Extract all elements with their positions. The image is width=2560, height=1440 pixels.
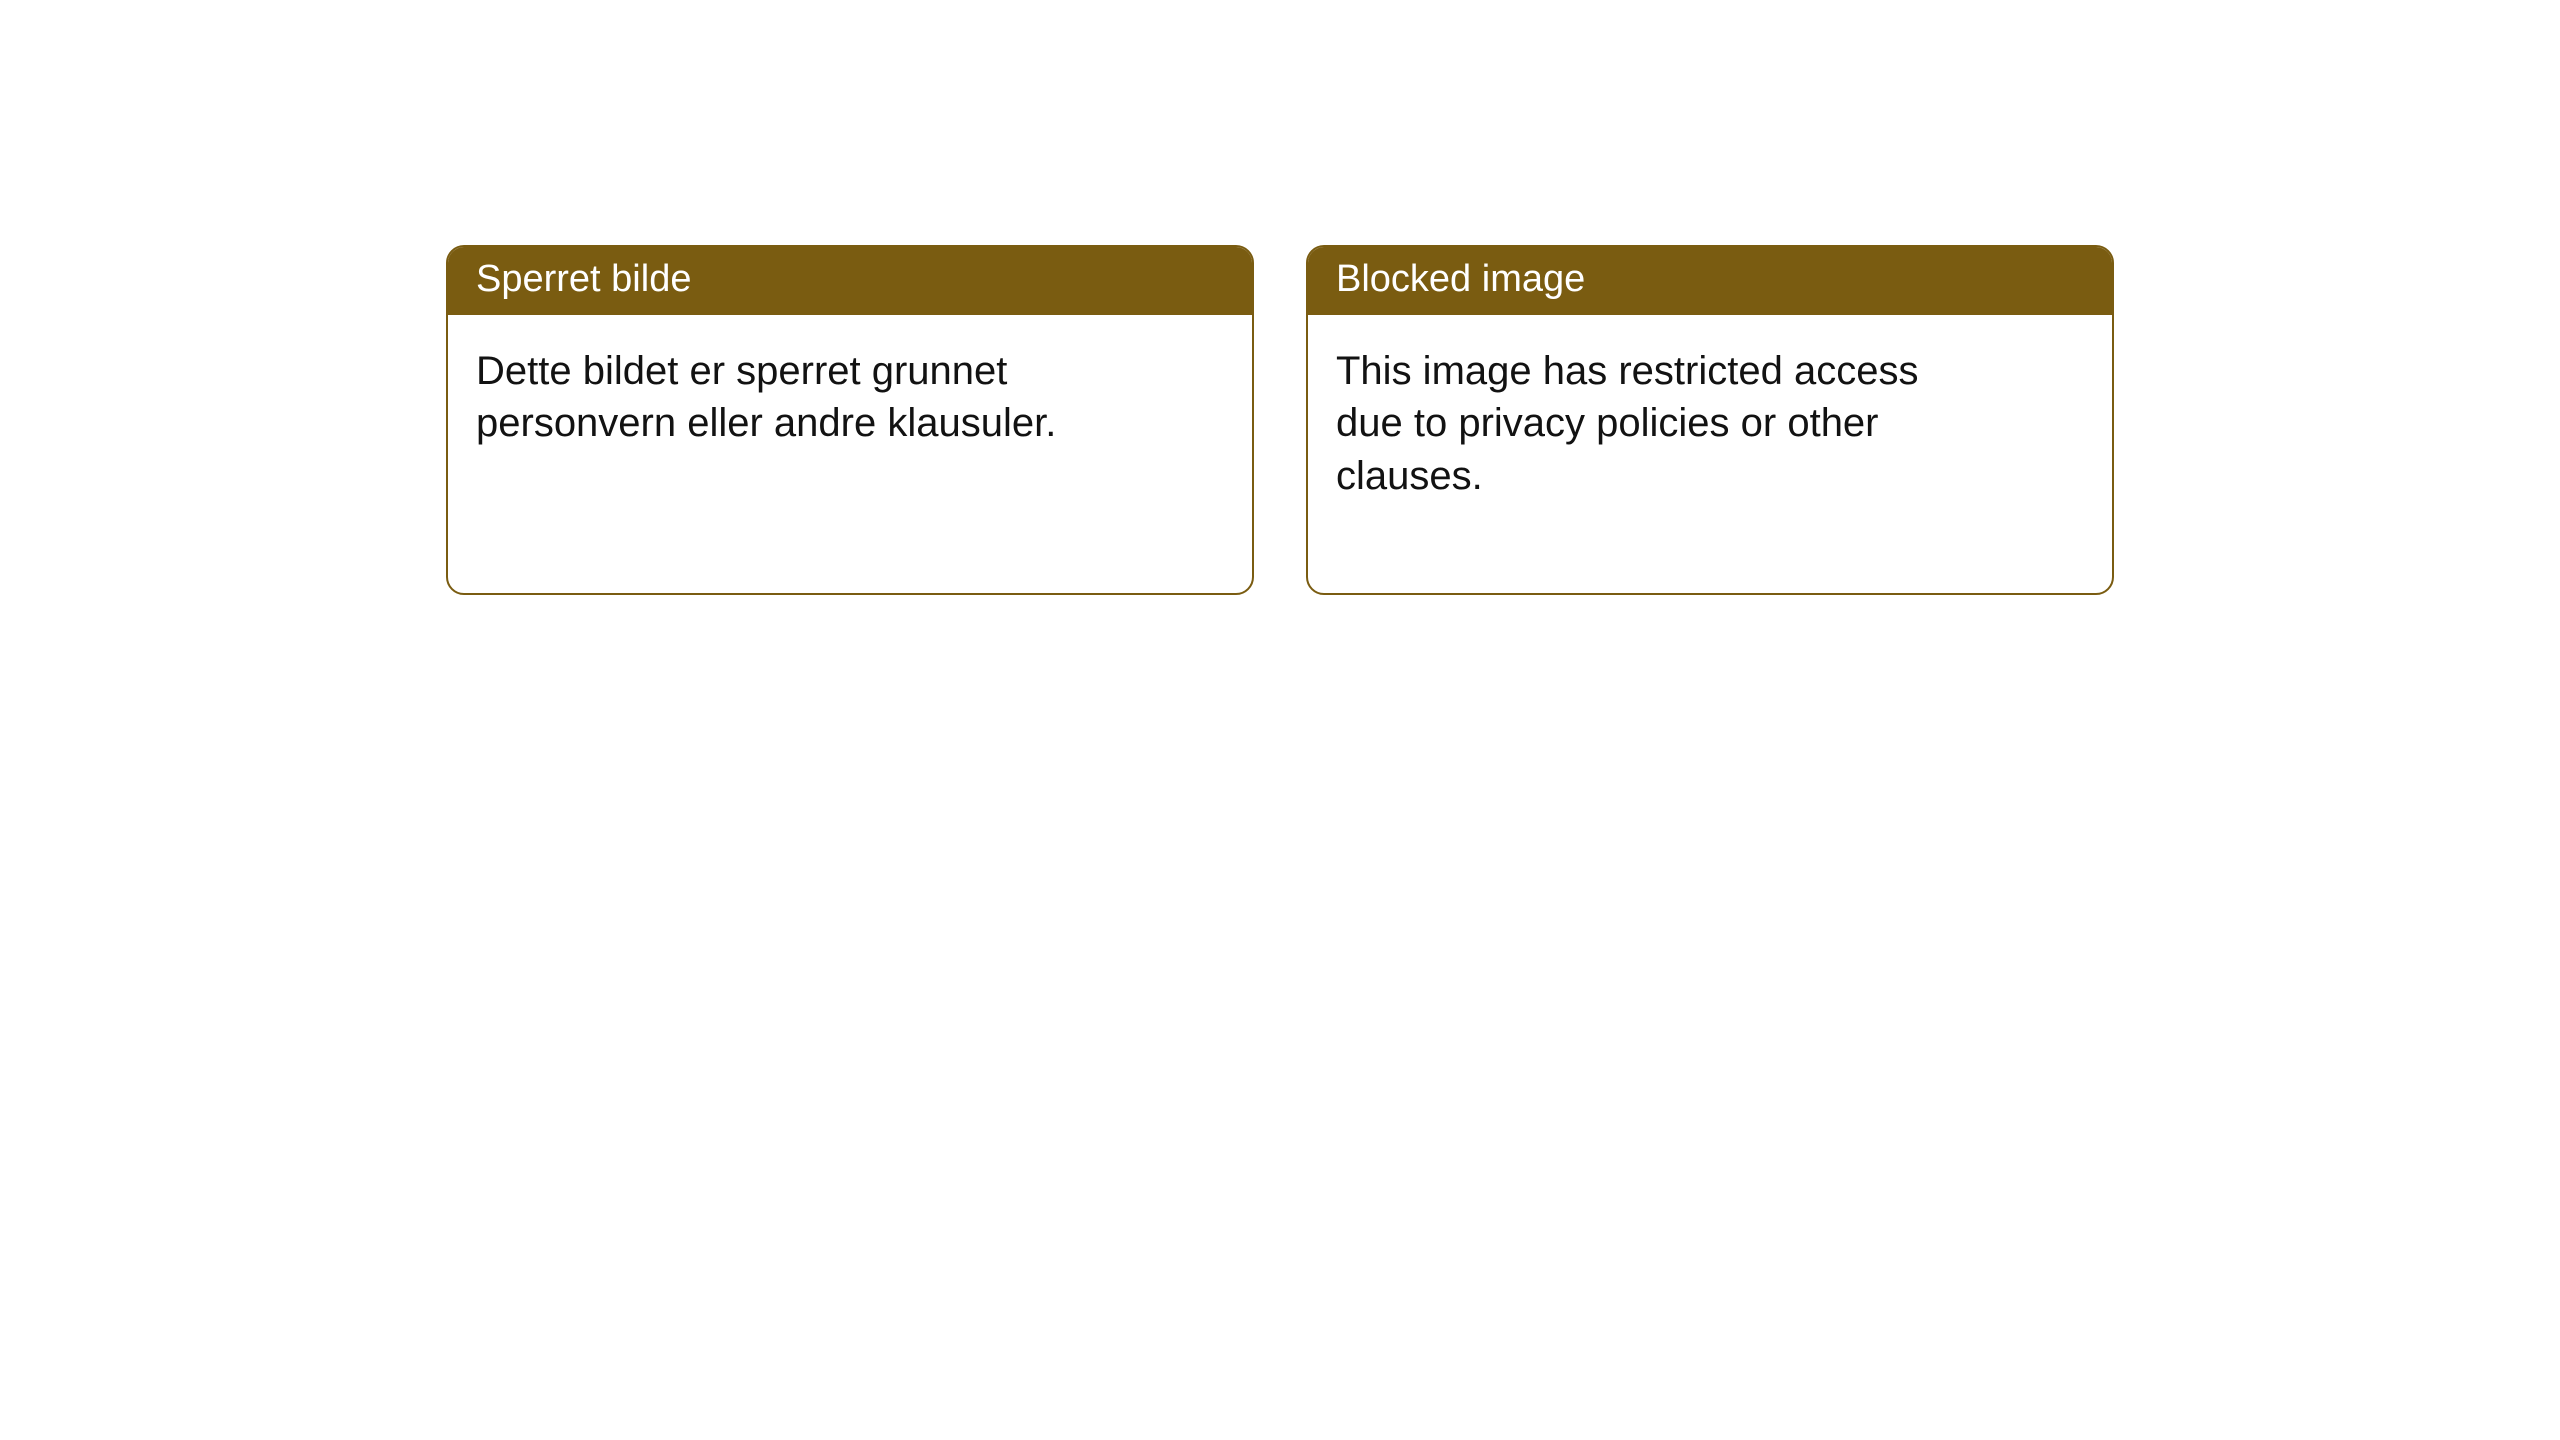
notice-card-english: Blocked image This image has restricted … [1306,245,2114,595]
notice-title: Sperret bilde [476,258,691,300]
notice-header-english: Blocked image [1308,247,2112,315]
notice-body-norwegian: Dette bildet er sperret grunnet personve… [448,315,1168,541]
notice-card-norwegian: Sperret bilde Dette bildet er sperret gr… [446,245,1254,595]
notice-text: Dette bildet er sperret grunnet personve… [476,349,1056,446]
notice-container: Sperret bilde Dette bildet er sperret gr… [446,245,2114,595]
notice-header-norwegian: Sperret bilde [448,247,1252,315]
notice-body-english: This image has restricted access due to … [1308,315,1988,593]
notice-text: This image has restricted access due to … [1336,349,1918,499]
notice-title: Blocked image [1336,258,1585,300]
